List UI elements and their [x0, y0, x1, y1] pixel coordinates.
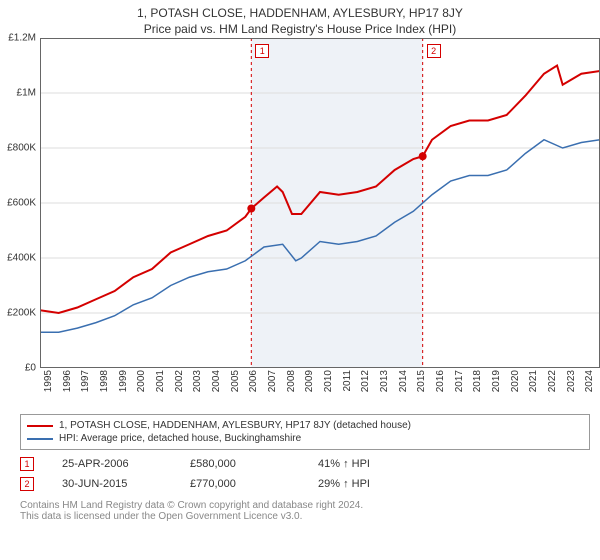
plot-area: £0£200K£400K£600K£800K£1M£1.2M 12 — [40, 38, 600, 368]
y-tick-label: £1.2M — [0, 33, 36, 44]
legend-row: HPI: Average price, detached house, Buck… — [27, 432, 583, 445]
x-tick-label: 2004 — [211, 370, 222, 392]
x-tick-label: 2008 — [286, 370, 297, 392]
y-tick-label: £800K — [0, 143, 36, 154]
footer-line-1: Contains HM Land Registry data © Crown c… — [20, 500, 590, 511]
legend-swatch — [27, 425, 53, 427]
x-tick-label: 2002 — [174, 370, 185, 392]
x-tick-label: 2023 — [566, 370, 577, 392]
x-tick-label: 1996 — [62, 370, 73, 392]
x-tick-label: 2012 — [360, 370, 371, 392]
x-tick-label: 2019 — [491, 370, 502, 392]
y-tick-label: £1M — [0, 88, 36, 99]
x-tick-label: 2017 — [454, 370, 465, 392]
x-tick-label: 2018 — [472, 370, 483, 392]
sales-table: 1 25-APR-2006 £580,000 41% ↑ HPI 2 30-JUN-201… — [20, 454, 590, 494]
x-tick-label: 2020 — [510, 370, 521, 392]
x-tick-label: 1997 — [80, 370, 91, 392]
sale-marker-label: 2 — [427, 44, 441, 58]
legend-label: HPI: Average price, detached house, Buck… — [59, 433, 301, 444]
sale-price: £770,000 — [190, 478, 290, 490]
x-tick-label: 1998 — [99, 370, 110, 392]
sale-row: 1 25-APR-2006 £580,000 41% ↑ HPI — [20, 454, 590, 474]
sale-date: 30-JUN-2015 — [62, 478, 162, 490]
x-tick-label: 2014 — [398, 370, 409, 392]
x-tick-label: 2011 — [342, 370, 353, 392]
y-tick-label: £600K — [0, 198, 36, 209]
footer-line-2: This data is licensed under the Open Gov… — [20, 511, 590, 522]
x-tick-label: 2000 — [136, 370, 147, 392]
x-tick-label: 1999 — [118, 370, 129, 392]
x-tick-label: 2021 — [528, 370, 539, 392]
sale-price: £580,000 — [190, 458, 290, 470]
legend: 1, POTASH CLOSE, HADDENHAM, AYLESBURY, H… — [20, 414, 590, 450]
sale-row: 2 30-JUN-2015 £770,000 29% ↑ HPI — [20, 474, 590, 494]
x-tick-label: 2003 — [192, 370, 203, 392]
sale-marker-icon: 1 — [20, 457, 34, 471]
sale-marker-icon: 2 — [20, 477, 34, 491]
x-tick-label: 2007 — [267, 370, 278, 392]
x-tick-label: 2024 — [584, 370, 595, 392]
x-tick-label: 2009 — [304, 370, 315, 392]
x-tick-label: 2006 — [248, 370, 259, 392]
x-tick-label: 2005 — [230, 370, 241, 392]
x-tick-label: 2010 — [323, 370, 334, 392]
footer: Contains HM Land Registry data © Crown c… — [20, 500, 590, 522]
y-tick-label: £400K — [0, 253, 36, 264]
sale-marker-label: 1 — [255, 44, 269, 58]
x-axis-labels: 1995 1996 1997 1998 1999 2000 2001 2002 2003 2004… — [40, 368, 600, 408]
sale-vs-hpi: 29% ↑ HPI — [318, 478, 418, 490]
y-axis-labels: £0£200K£400K£600K£800K£1M£1.2M — [0, 38, 36, 368]
y-tick-label: £200K — [0, 308, 36, 319]
legend-label: 1, POTASH CLOSE, HADDENHAM, AYLESBURY, H… — [59, 420, 411, 431]
titles: 1, POTASH CLOSE, HADDENHAM, AYLESBURY, H… — [0, 0, 600, 38]
x-tick-label: 1995 — [43, 370, 54, 392]
x-tick-label: 2013 — [379, 370, 390, 392]
legend-row: 1, POTASH CLOSE, HADDENHAM, AYLESBURY, H… — [27, 419, 583, 432]
chart-title: 1, POTASH CLOSE, HADDENHAM, AYLESBURY, H… — [0, 6, 600, 20]
x-tick-label: 2001 — [155, 370, 166, 392]
x-tick-label: 2022 — [547, 370, 558, 392]
chart-container: 1, POTASH CLOSE, HADDENHAM, AYLESBURY, H… — [0, 0, 600, 522]
x-tick-label: 2015 — [416, 370, 427, 392]
x-tick-label: 2016 — [435, 370, 446, 392]
legend-swatch — [27, 438, 53, 440]
y-tick-label: £0 — [0, 363, 36, 374]
sale-date: 25-APR-2006 — [62, 458, 162, 470]
plot-svg — [40, 38, 600, 368]
sale-vs-hpi: 41% ↑ HPI — [318, 458, 418, 470]
chart-subtitle: Price paid vs. HM Land Registry's House … — [0, 22, 600, 36]
